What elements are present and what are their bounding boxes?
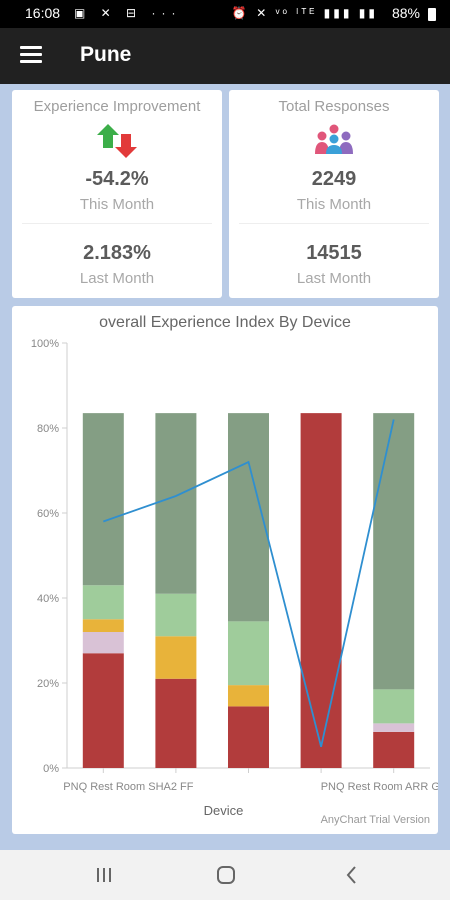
experience-index-line	[103, 419, 395, 747]
this-month-value: 2249	[311, 168, 357, 190]
y-tick-label: 0%	[43, 763, 59, 775]
total-responses-card: Total Responses 2249 This Month 14515 La…	[229, 90, 439, 298]
experience-improvement-card: Experience Improvement -54.2% This Month…	[12, 90, 222, 298]
system-navigation-bar	[0, 850, 450, 900]
this-month-value: -54.2%	[85, 168, 149, 190]
recent-apps-icon[interactable]	[90, 862, 118, 888]
card-divider	[239, 223, 429, 224]
y-tick-label: 80%	[37, 423, 59, 435]
this-month-label: This Month	[296, 196, 372, 213]
x-tick-label: PNQ Rest Room SHA2 FF	[63, 781, 193, 793]
bar-segment	[82, 632, 124, 654]
kpi-title: Total Responses	[278, 98, 390, 115]
battery-percentage: 88%	[391, 5, 420, 21]
bar-segment	[82, 653, 124, 768]
page-title: Pune	[80, 43, 132, 66]
up-down-arrows-icon	[97, 124, 137, 163]
bar-segment	[373, 723, 415, 732]
this-month-label: This Month	[79, 196, 155, 213]
bar-segment	[82, 413, 124, 586]
status-notification-icons: ▣ ✕ ⊟ ···	[74, 6, 182, 20]
home-icon[interactable]	[212, 862, 240, 888]
last-month-label: Last Month	[296, 270, 372, 287]
last-month-value: 14515	[306, 242, 362, 264]
bar-segment	[373, 731, 415, 768]
dashboard-content: Experience Improvement -54.2% This Month…	[0, 84, 450, 850]
status-bar: 16:08 ▣ ✕ ⊟ ··· ⏰ ✕ ᵛᵒ ˡᵀᴱ ▮▮▮ ▮▮ 88%	[0, 0, 450, 28]
y-tick-label: 60%	[37, 508, 59, 520]
bar-segment	[373, 689, 415, 724]
x-tick-label: PNQ Rest Room ARR G	[321, 781, 438, 793]
bar-segment	[228, 706, 269, 768]
x-axis-title: Device	[204, 803, 244, 818]
bar-segment	[300, 413, 342, 768]
y-tick-label: 20%	[37, 678, 59, 690]
hamburger-menu-icon[interactable]	[20, 46, 42, 64]
last-month-value: 2.183%	[83, 242, 151, 264]
bar-segment	[82, 619, 124, 632]
bar-segment	[155, 636, 197, 679]
status-time: 16:08	[25, 5, 61, 21]
back-icon[interactable]	[338, 862, 366, 888]
bar-segment	[373, 413, 415, 690]
battery-icon	[428, 8, 436, 21]
users-group-icon	[312, 124, 356, 159]
y-tick-label: 40%	[37, 593, 59, 605]
bar-segment	[228, 685, 269, 707]
kpi-title: Experience Improvement	[33, 98, 201, 115]
status-system-icons: ⏰ ✕ ᵛᵒ ˡᵀᴱ ▮▮▮ ▮▮	[231, 6, 378, 20]
chart-title: overall Experience Index By Device	[99, 314, 351, 331]
app-bar: Pune	[0, 28, 450, 84]
bar-segment	[155, 593, 197, 637]
bar-segment	[82, 585, 124, 620]
experience-index-chart-card: overall Experience Index By Device 0% 20%…	[12, 306, 438, 834]
bar-segment	[155, 678, 197, 768]
bar-segment	[155, 413, 197, 594]
last-month-label: Last Month	[79, 270, 155, 287]
bar-segment	[228, 621, 269, 686]
experience-index-chart: 0% 20% 40% 60% 80% 100% PNQ Rest Room SHA2 FF P…	[31, 338, 438, 818]
y-tick-label: 100%	[31, 338, 59, 350]
chart-watermark: AnyChart Trial Version	[320, 814, 430, 826]
card-divider	[22, 223, 212, 224]
